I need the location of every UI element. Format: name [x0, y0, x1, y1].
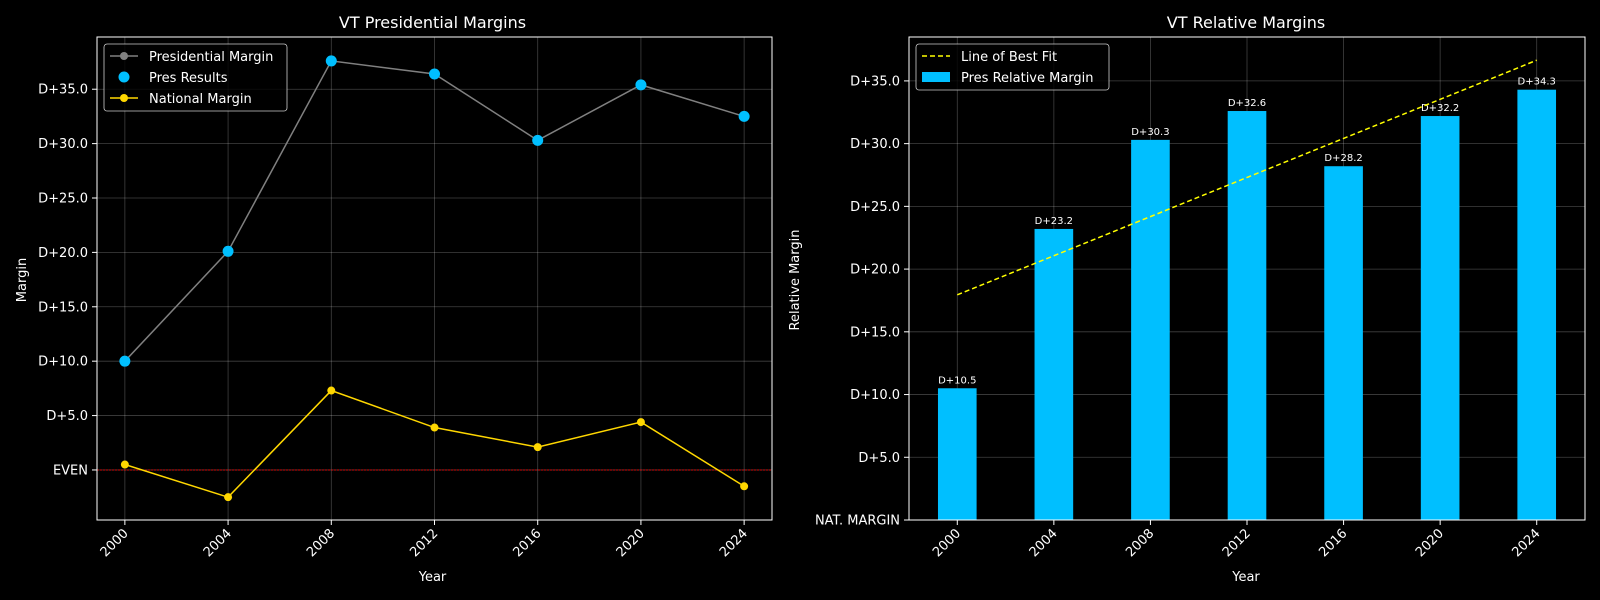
bar-data-label: D+34.3 [1518, 77, 1556, 88]
bar-data-label: D+10.5 [938, 375, 976, 386]
pres-result-point [738, 110, 750, 122]
y-tick-label: D+25.0 [38, 192, 88, 207]
relative-margin-bar [1131, 139, 1170, 520]
pres-result-point [119, 355, 131, 367]
relative-margin-bar [1324, 166, 1363, 520]
relative-margin-bar [1517, 89, 1557, 520]
relative-margin-bar [937, 388, 977, 520]
bar-data-label: D+28.2 [1324, 153, 1362, 164]
national-margin-point [430, 423, 439, 432]
national-margin-point [740, 482, 749, 491]
left-legend-label-pres-results: Pres Results [149, 71, 228, 86]
right-x-axis-label: Year [1231, 570, 1260, 585]
left-y-axis-label: Margin [15, 258, 30, 302]
right-legend-label-relative-margin: Pres Relative Margin [961, 71, 1094, 86]
y-tick-label: D+30.0 [850, 137, 900, 152]
relative-margin-bar [1227, 111, 1267, 520]
relative-margin-bar [1034, 228, 1074, 521]
y-tick-label: D+20.0 [38, 246, 88, 261]
y-tick-label: D+35.0 [38, 83, 88, 98]
pres-result-point [429, 68, 440, 80]
bar-data-label: D+32.6 [1228, 98, 1266, 109]
pres-result-point [532, 134, 544, 146]
y-tick-label: D+35.0 [850, 74, 900, 89]
legend-marker-swatch [120, 52, 128, 60]
national-margin-point [224, 493, 233, 502]
y-tick-label: NAT. MARGIN [815, 514, 900, 529]
y-tick-label: D+20.0 [850, 263, 900, 278]
pres-result-point [222, 245, 234, 257]
right-legend: Line of Best Fit Pres Relative Margin [915, 43, 1110, 91]
y-tick-label: D+10.0 [850, 388, 900, 403]
y-tick-label: D+25.0 [850, 200, 900, 215]
left-legend: Presidential Margin Pres Results Nationa… [103, 43, 288, 112]
legend-bar-swatch [922, 72, 950, 82]
right-legend-label-best-fit: Line of Best Fit [961, 50, 1057, 65]
national-margin-point [327, 386, 336, 395]
y-tick-label: D+5.0 [858, 451, 900, 466]
y-tick-label: D+30.0 [38, 137, 88, 152]
y-tick-label: D+5.0 [46, 409, 88, 424]
national-margin-point [636, 418, 645, 427]
y-tick-label: D+15.0 [38, 300, 88, 315]
legend-marker-swatch [120, 94, 128, 102]
left-legend-box [103, 43, 288, 112]
left-chart-title: VT Presidential Margins [339, 13, 526, 32]
plot-frame [908, 36, 1586, 521]
bar-data-label: D+30.3 [1131, 127, 1169, 138]
relative-margin-bar [1420, 116, 1460, 520]
y-tick-label: EVEN [53, 463, 88, 478]
left-x-axis-label: Year [418, 570, 447, 585]
line-of-best-fit [957, 59, 1537, 296]
left-legend-label-presidential-margin: Presidential Margin [149, 50, 273, 65]
national-margin-point [533, 443, 542, 452]
bar-data-label: D+32.2 [1421, 103, 1459, 114]
pres-result-point [325, 55, 337, 67]
bar-data-label: D+23.2 [1035, 216, 1073, 227]
plot-frame [96, 36, 773, 521]
right-y-axis-label: Relative Margin [788, 230, 803, 331]
y-tick-label: D+15.0 [850, 325, 900, 340]
legend-marker-swatch [118, 71, 130, 83]
right-chart: VT Relative Margins Year Relative Margin… [788, 13, 1586, 585]
right-chart-title: VT Relative Margins [1167, 13, 1325, 32]
y-tick-label: D+10.0 [38, 355, 88, 370]
left-legend-label-national-margin: National Margin [149, 92, 252, 107]
right-legend-box [915, 43, 1110, 91]
pres-result-point [635, 79, 647, 91]
national-margin-point [120, 460, 129, 469]
